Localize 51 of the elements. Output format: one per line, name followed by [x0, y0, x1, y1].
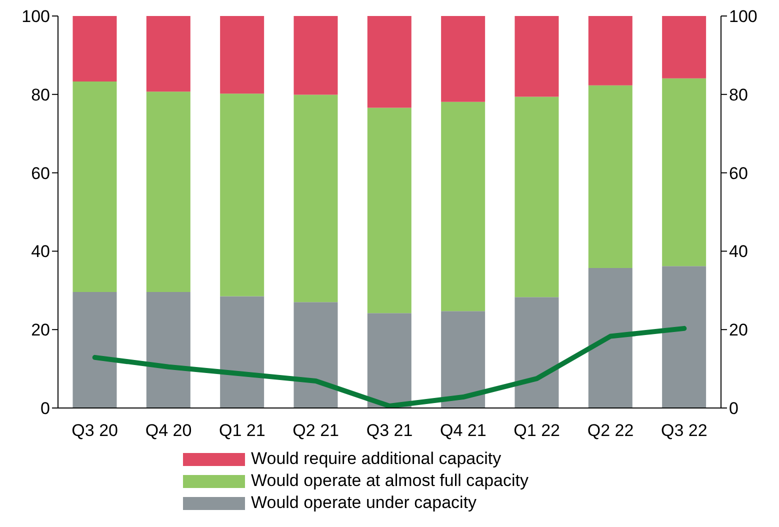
bar	[367, 16, 412, 108]
y-tick-label: 20	[31, 320, 50, 340]
bar	[441, 102, 486, 312]
bar	[662, 16, 706, 78]
bar	[441, 311, 486, 408]
bar	[662, 78, 706, 266]
x-tick-label: Q1 22	[514, 421, 560, 440]
bar	[514, 16, 559, 97]
y2-tick-label: 20	[729, 320, 748, 340]
y-tick-label: 100	[22, 7, 50, 26]
y2-tick-label: 0	[729, 399, 738, 418]
x-tick-label: Q1 21	[219, 421, 266, 440]
bar	[146, 16, 190, 92]
bar	[514, 297, 559, 408]
x-tick-label: Q3 22	[661, 421, 708, 440]
y-tick-label: 0	[40, 399, 50, 418]
bar	[146, 292, 190, 408]
bar	[146, 92, 190, 292]
y2-tick-label: 100	[729, 7, 758, 26]
bar	[220, 94, 264, 296]
bar	[220, 296, 264, 408]
y-tick-label: 80	[31, 85, 50, 104]
y-tick-label: 40	[31, 242, 50, 262]
y2-tick-label: 40	[729, 242, 748, 262]
bar	[294, 302, 338, 408]
bar	[294, 16, 338, 95]
x-tick-label: Q3 21	[366, 421, 413, 440]
x-tick-label: Q2 21	[292, 421, 339, 440]
bar	[294, 94, 338, 302]
bar	[72, 81, 117, 292]
bar	[72, 16, 117, 82]
bar	[662, 266, 706, 408]
bar	[367, 313, 412, 408]
bar	[441, 16, 486, 102]
legend-label: Would operate at almost full capacity	[251, 470, 528, 492]
bar	[588, 268, 632, 408]
legend-label: Would require additional capacity	[251, 448, 502, 470]
y-tick-label: 60	[31, 164, 50, 183]
bar	[588, 85, 632, 268]
bar	[514, 96, 559, 298]
x-tick-label: Q4 20	[145, 421, 192, 440]
x-tick-label: Q4 21	[440, 421, 486, 440]
y2-tick-label: 60	[729, 164, 748, 183]
bar	[220, 16, 264, 94]
legend-label: Would operate under capacity	[251, 492, 477, 514]
bar	[588, 16, 632, 86]
y2-tick-label: 80	[729, 85, 748, 104]
bar	[367, 108, 412, 314]
bar	[72, 292, 117, 408]
x-tick-label: Q3 20	[72, 421, 118, 440]
x-tick-label: Q2 22	[587, 421, 634, 440]
